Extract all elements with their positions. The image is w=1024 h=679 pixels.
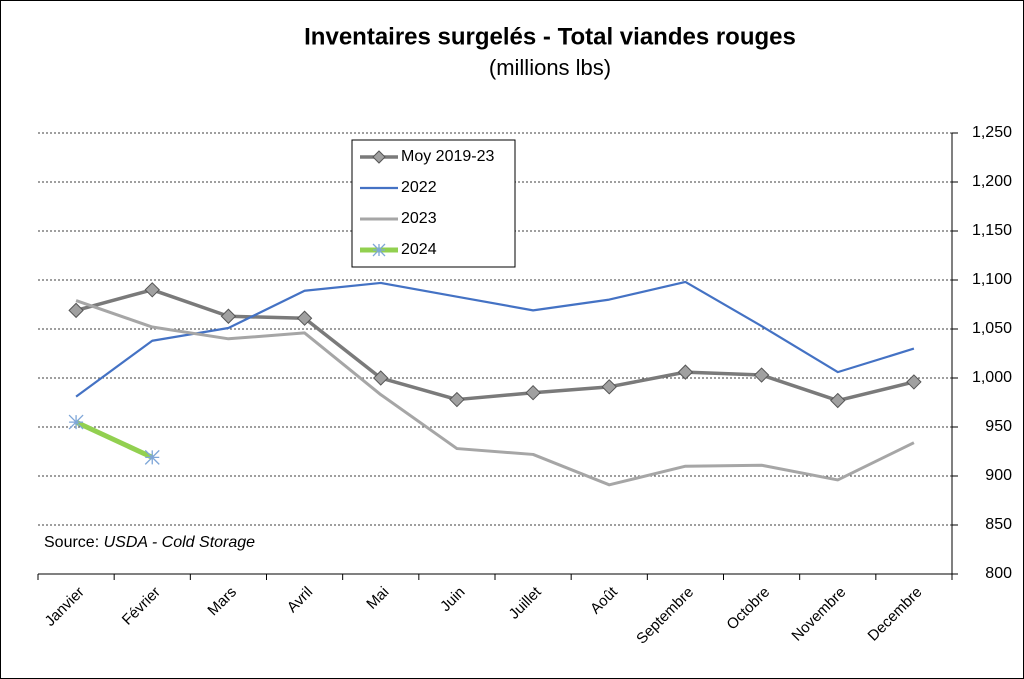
marker	[449, 391, 465, 408]
legend-label: Moy 2019-23	[401, 148, 494, 165]
series-line	[75, 280, 915, 398]
source-text: USDA - Cold Storage	[104, 534, 256, 551]
marker	[525, 384, 541, 401]
series-line	[75, 419, 154, 460]
marker	[677, 364, 694, 380]
series-line	[75, 299, 915, 487]
source-label: Source:	[44, 534, 99, 551]
marker	[372, 243, 386, 257]
y-tick-label: 1,250	[972, 124, 1012, 141]
legend-label: 2022	[401, 179, 437, 196]
y-tick-label: 1,000	[972, 369, 1012, 386]
marker	[296, 310, 313, 326]
y-tick-label: 900	[985, 467, 1012, 484]
marker	[68, 302, 84, 319]
marker	[601, 379, 617, 395]
legend-label: 2023	[401, 210, 437, 227]
legend: Moy 2019-23 2022 2023 2024	[351, 139, 516, 268]
marker	[753, 367, 770, 383]
y-tick-label: 1,200	[972, 173, 1012, 190]
y-tick-label: 950	[985, 418, 1012, 435]
source: Source: USDA - Cold Storage	[44, 534, 255, 551]
legend-label: 2024	[401, 241, 437, 258]
legend-marker	[372, 243, 386, 257]
y-tick-label: 1,050	[972, 320, 1012, 337]
y-tick-label: 1,150	[972, 222, 1012, 239]
marker	[220, 308, 237, 324]
chart-subtitle: (millions lbs)	[489, 55, 611, 80]
y-tick-label: 800	[985, 565, 1012, 582]
series-line	[75, 288, 915, 403]
marker	[906, 374, 922, 390]
marker	[144, 449, 160, 465]
marker	[144, 282, 160, 298]
chart-title: Inventaires surgelés - Total viandes rou…	[304, 23, 796, 50]
lines	[68, 280, 922, 487]
legend-marker	[372, 150, 386, 164]
y-tick-label: 1,100	[972, 271, 1012, 288]
marker	[373, 370, 389, 386]
marker	[830, 392, 846, 409]
marker	[68, 414, 84, 430]
marker	[372, 150, 386, 164]
y-tick-label: 850	[985, 516, 1012, 533]
